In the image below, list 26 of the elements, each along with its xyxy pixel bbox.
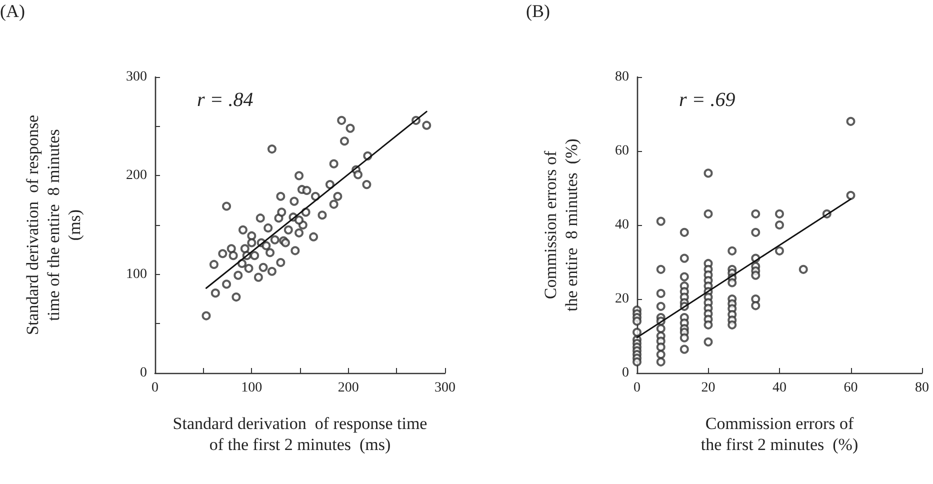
- x-tick-label: 20: [701, 380, 716, 396]
- y-tick-label: 80: [615, 70, 629, 84]
- x-tick-label: 0: [634, 380, 640, 396]
- x-axis-title: Commission errors of the first 2 minutes (%): [700, 414, 858, 454]
- y-tick-label: 200: [126, 168, 147, 184]
- y-axis-title: Commission errors of the entire 8 minutes (%): [541, 138, 581, 312]
- x-tick-label: 200: [338, 380, 359, 396]
- y-tick-label: 60: [615, 144, 629, 158]
- y-tick-label: 0: [140, 366, 147, 380]
- x-tick-label: 300: [434, 380, 456, 396]
- annotation: r = .84: [197, 89, 254, 111]
- text: (B): [526, 1, 550, 21]
- y-tick-label: 300: [126, 70, 147, 84]
- y-tick-label: 0: [622, 366, 629, 380]
- text: (A): [0, 1, 25, 21]
- x-axis-title: Standard derivation of response time of the first 2 minutes (ms): [172, 414, 428, 454]
- y-tick-label: 40: [615, 218, 629, 232]
- x-tick-label: 100: [241, 380, 262, 396]
- y-tick-label: 100: [126, 266, 147, 282]
- y-axis-title: Standard derivation of response time of the entire 8 minutes (ms): [23, 115, 84, 335]
- annotation: r = .69: [679, 89, 736, 111]
- y-tick-label: 20: [615, 292, 629, 306]
- x-tick-label: 40: [772, 380, 786, 396]
- x-tick-label: 80: [915, 380, 929, 396]
- x-tick-label: 0: [152, 380, 158, 396]
- x-tick-label: 60: [844, 380, 858, 396]
